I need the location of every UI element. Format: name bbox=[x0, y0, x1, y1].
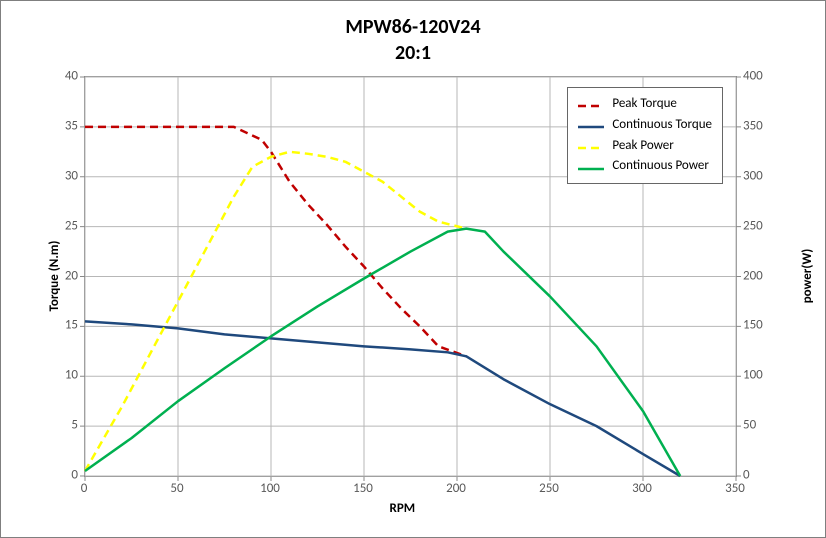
y2-tick: 200 bbox=[743, 268, 763, 283]
y1-tick: 35 bbox=[48, 118, 78, 133]
legend-label: Peak Power bbox=[612, 136, 673, 157]
x-tick: 250 bbox=[539, 481, 559, 496]
x-tick: 0 bbox=[81, 481, 88, 496]
legend-item: Continuous Torque bbox=[578, 115, 712, 136]
y2-axis-label: power(W) bbox=[800, 248, 815, 303]
y1-tick: 30 bbox=[48, 168, 78, 183]
legend-item: Continuous Power bbox=[578, 156, 712, 177]
x-axis-label: RPM bbox=[390, 501, 416, 516]
y2-tick: 0 bbox=[743, 468, 750, 483]
y1-tick: 5 bbox=[48, 418, 78, 433]
y2-tick: 300 bbox=[743, 168, 763, 183]
y1-tick: 40 bbox=[48, 69, 78, 84]
y1-tick: 20 bbox=[48, 268, 78, 283]
x-tick: 100 bbox=[260, 481, 280, 496]
legend-item: Peak Torque bbox=[578, 94, 712, 115]
x-tick: 300 bbox=[632, 481, 652, 496]
chart-subtitle: 20:1 bbox=[1, 41, 825, 65]
x-tick: 150 bbox=[353, 481, 373, 496]
y1-tick: 10 bbox=[48, 368, 78, 383]
chart-title: MPW86-120V24 bbox=[1, 15, 825, 39]
y2-tick: 100 bbox=[743, 368, 763, 383]
y1-tick: 25 bbox=[48, 218, 78, 233]
legend-item: Peak Power bbox=[578, 136, 712, 157]
y2-tick: 150 bbox=[743, 318, 763, 333]
y2-tick: 250 bbox=[743, 218, 763, 233]
y1-tick: 15 bbox=[48, 318, 78, 333]
y2-tick: 400 bbox=[743, 69, 763, 84]
legend-label: Continuous Torque bbox=[612, 115, 712, 136]
legend: Peak TorqueContinuous TorquePeak PowerCo… bbox=[567, 87, 723, 184]
x-tick: 200 bbox=[446, 481, 466, 496]
x-tick: 350 bbox=[725, 481, 745, 496]
legend-label: Peak Torque bbox=[612, 94, 677, 115]
y2-tick: 50 bbox=[743, 418, 756, 433]
legend-label: Continuous Power bbox=[612, 156, 709, 177]
x-tick: 50 bbox=[170, 481, 183, 496]
y1-tick: 0 bbox=[48, 468, 78, 483]
y2-tick: 350 bbox=[743, 118, 763, 133]
